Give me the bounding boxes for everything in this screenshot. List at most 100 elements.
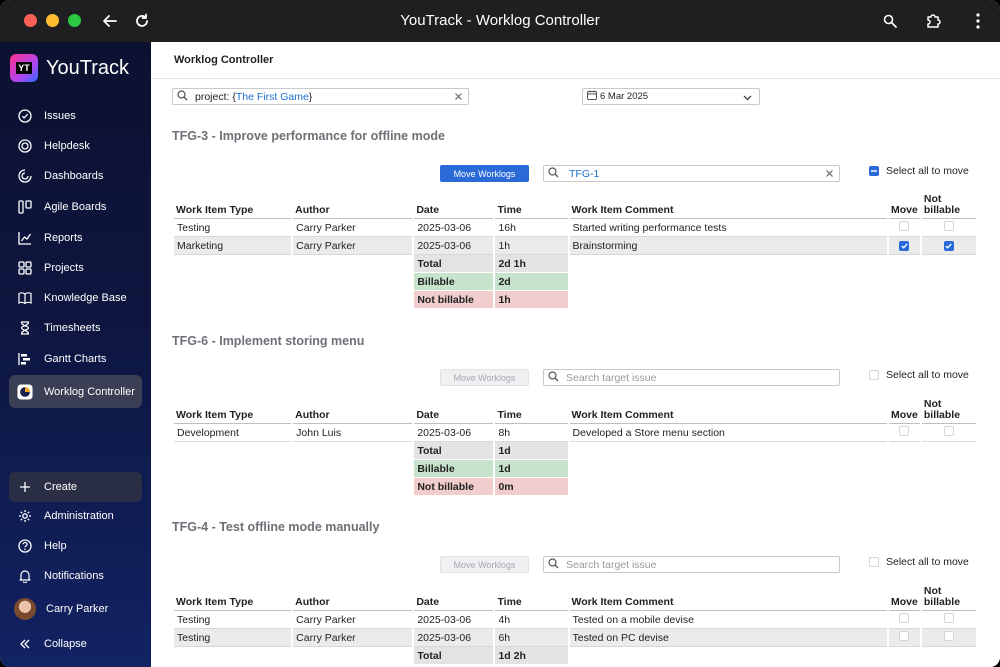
not-billable-checkbox[interactable] xyxy=(943,426,954,436)
col-time: Time xyxy=(495,192,568,219)
spacer xyxy=(293,478,412,496)
move-worklogs-button[interactable]: Move Worklogs xyxy=(440,556,529,573)
sidebar-item-worklog-controller[interactable]: Worklog Controller xyxy=(9,375,142,408)
date-picker[interactable]: 6 Mar 2025 xyxy=(582,88,760,105)
sidebar-item-label: Dashboards xyxy=(44,170,104,182)
youtrack-logo-icon: YT xyxy=(10,54,38,82)
select-all-to-move[interactable]: Select all to move xyxy=(869,369,969,381)
move-checkbox[interactable] xyxy=(899,221,910,231)
create-button[interactable]: Create xyxy=(9,472,142,502)
knowledge-base-icon xyxy=(17,290,33,306)
spacer xyxy=(889,647,920,665)
col-not-billable: Not billable xyxy=(921,397,976,424)
cell-move xyxy=(888,219,920,237)
project-filter-input[interactable]: project: {The First Game} xyxy=(172,88,469,105)
sidebar-item-timesheets[interactable]: Timesheets xyxy=(9,313,142,343)
clear-filter-icon[interactable] xyxy=(454,92,463,104)
issues-icon xyxy=(17,108,33,124)
sidebar-item-label: Administration xyxy=(44,510,114,522)
sidebar-item-knowledge-base[interactable]: Knowledge Base xyxy=(9,283,142,313)
move-checkbox[interactable] xyxy=(899,613,910,623)
not-billable-checkbox[interactable] xyxy=(943,613,954,623)
col-date: Date xyxy=(414,584,494,611)
sidebar-item-issues[interactable]: Issues xyxy=(9,101,142,131)
sidebar-item-reports[interactable]: Reports xyxy=(9,223,142,253)
not-billable-label: Not billable xyxy=(414,291,494,309)
create-label: Create xyxy=(44,481,78,493)
cell-author: Carry Parker xyxy=(293,237,413,255)
col-work-item-type: Work Item Type xyxy=(174,192,292,219)
spacer xyxy=(889,460,920,478)
select-all-checkbox[interactable] xyxy=(869,557,879,567)
sidebar-item-administration[interactable]: Administration xyxy=(9,501,142,531)
sidebar-item-collapse[interactable]: Collapse xyxy=(9,629,142,659)
cell-comment: Brainstorming xyxy=(569,237,887,255)
cell-author: Carry Parker xyxy=(293,219,413,237)
cell-author: Carry Parker xyxy=(293,611,413,629)
sidebar-item-dashboards[interactable]: Dashboards xyxy=(9,161,142,191)
extensions-icon[interactable] xyxy=(924,11,944,31)
spacer xyxy=(570,442,887,460)
title-bar: YouTrack - Worklog Controller xyxy=(0,0,1000,42)
calendar-icon xyxy=(587,90,597,103)
sidebar-item-agile-boards[interactable]: Agile Boards xyxy=(9,192,142,222)
not-billable-checkbox[interactable] xyxy=(943,631,954,641)
spacer xyxy=(293,647,412,665)
sidebar-item-gantt-charts[interactable]: Gantt Charts xyxy=(9,344,142,374)
col-work-item-type: Work Item Type xyxy=(174,584,292,611)
sidebar-item-projects[interactable]: Projects xyxy=(9,253,142,283)
select-all-checkbox[interactable] xyxy=(869,370,879,380)
col-author: Author xyxy=(293,192,413,219)
move-checkbox[interactable] xyxy=(899,426,910,436)
billable-value: 2d xyxy=(495,273,568,291)
sidebar-item-label: Worklog Controller xyxy=(44,385,135,398)
youtrack-logo[interactable]: YT YouTrack xyxy=(10,54,129,82)
move-worklogs-button[interactable]: Move Worklogs xyxy=(440,369,529,386)
cell-comment: Tested on a mobile devise xyxy=(569,611,887,629)
back-arrow-icon[interactable] xyxy=(100,11,120,31)
spacer xyxy=(889,478,920,496)
not-billable-checkbox[interactable] xyxy=(943,240,954,251)
target-issue-input[interactable]: Search target issue xyxy=(543,369,840,386)
clear-target-icon[interactable] xyxy=(825,169,834,181)
cell-type: Testing xyxy=(174,629,292,647)
move-checkbox[interactable] xyxy=(899,240,910,251)
target-issue-input[interactable]: TFG-1 xyxy=(543,165,840,182)
select-all-to-move[interactable]: Select all to move xyxy=(869,556,969,568)
cell-date: 2025-03-06 xyxy=(414,424,494,442)
summary-row-total: Total 2d 1h xyxy=(174,255,976,273)
not-billable-checkbox[interactable] xyxy=(943,221,954,231)
reload-icon[interactable] xyxy=(132,11,152,31)
more-options-icon[interactable] xyxy=(968,11,988,31)
spacer xyxy=(174,442,291,460)
close-window-button[interactable] xyxy=(24,14,37,27)
move-worklogs-button[interactable]: Move Worklogs xyxy=(440,165,529,182)
cell-move xyxy=(888,237,920,255)
table-header-row: Work Item Type Author Date Time Work Ite… xyxy=(174,397,976,424)
select-all-to-move[interactable]: Select all to move xyxy=(869,165,969,177)
summary-row-total: Total 1d 2h xyxy=(174,647,976,665)
spacer xyxy=(922,478,976,496)
select-all-checkbox[interactable] xyxy=(869,166,879,176)
sidebar-item-notifications[interactable]: Notifications xyxy=(9,561,142,591)
search-icon xyxy=(177,89,188,104)
cell-not-billable xyxy=(921,237,976,255)
move-checkbox[interactable] xyxy=(899,631,910,641)
minimize-window-button[interactable] xyxy=(46,14,59,27)
search-icon[interactable] xyxy=(880,11,900,31)
target-issue-input[interactable]: Search target issue xyxy=(543,556,840,573)
table-header-row: Work Item Type Author Date Time Work Ite… xyxy=(174,192,976,219)
sidebar-item-helpdesk[interactable]: Helpdesk xyxy=(9,131,142,161)
spacer xyxy=(570,255,887,273)
timesheets-icon xyxy=(17,320,33,336)
table-row: Testing Carry Parker 2025-03-06 4h Teste… xyxy=(174,611,976,629)
cell-date: 2025-03-06 xyxy=(414,219,494,237)
cell-type: Marketing xyxy=(174,237,292,255)
billable-label: Billable xyxy=(414,460,494,478)
sidebar-user[interactable]: Carry Parker xyxy=(9,594,142,624)
spacer xyxy=(293,255,412,273)
sidebar-item-help[interactable]: Help xyxy=(9,531,142,561)
select-all-label: Select all to move xyxy=(886,556,969,568)
zoom-window-button[interactable] xyxy=(68,14,81,27)
spacer xyxy=(922,647,976,665)
